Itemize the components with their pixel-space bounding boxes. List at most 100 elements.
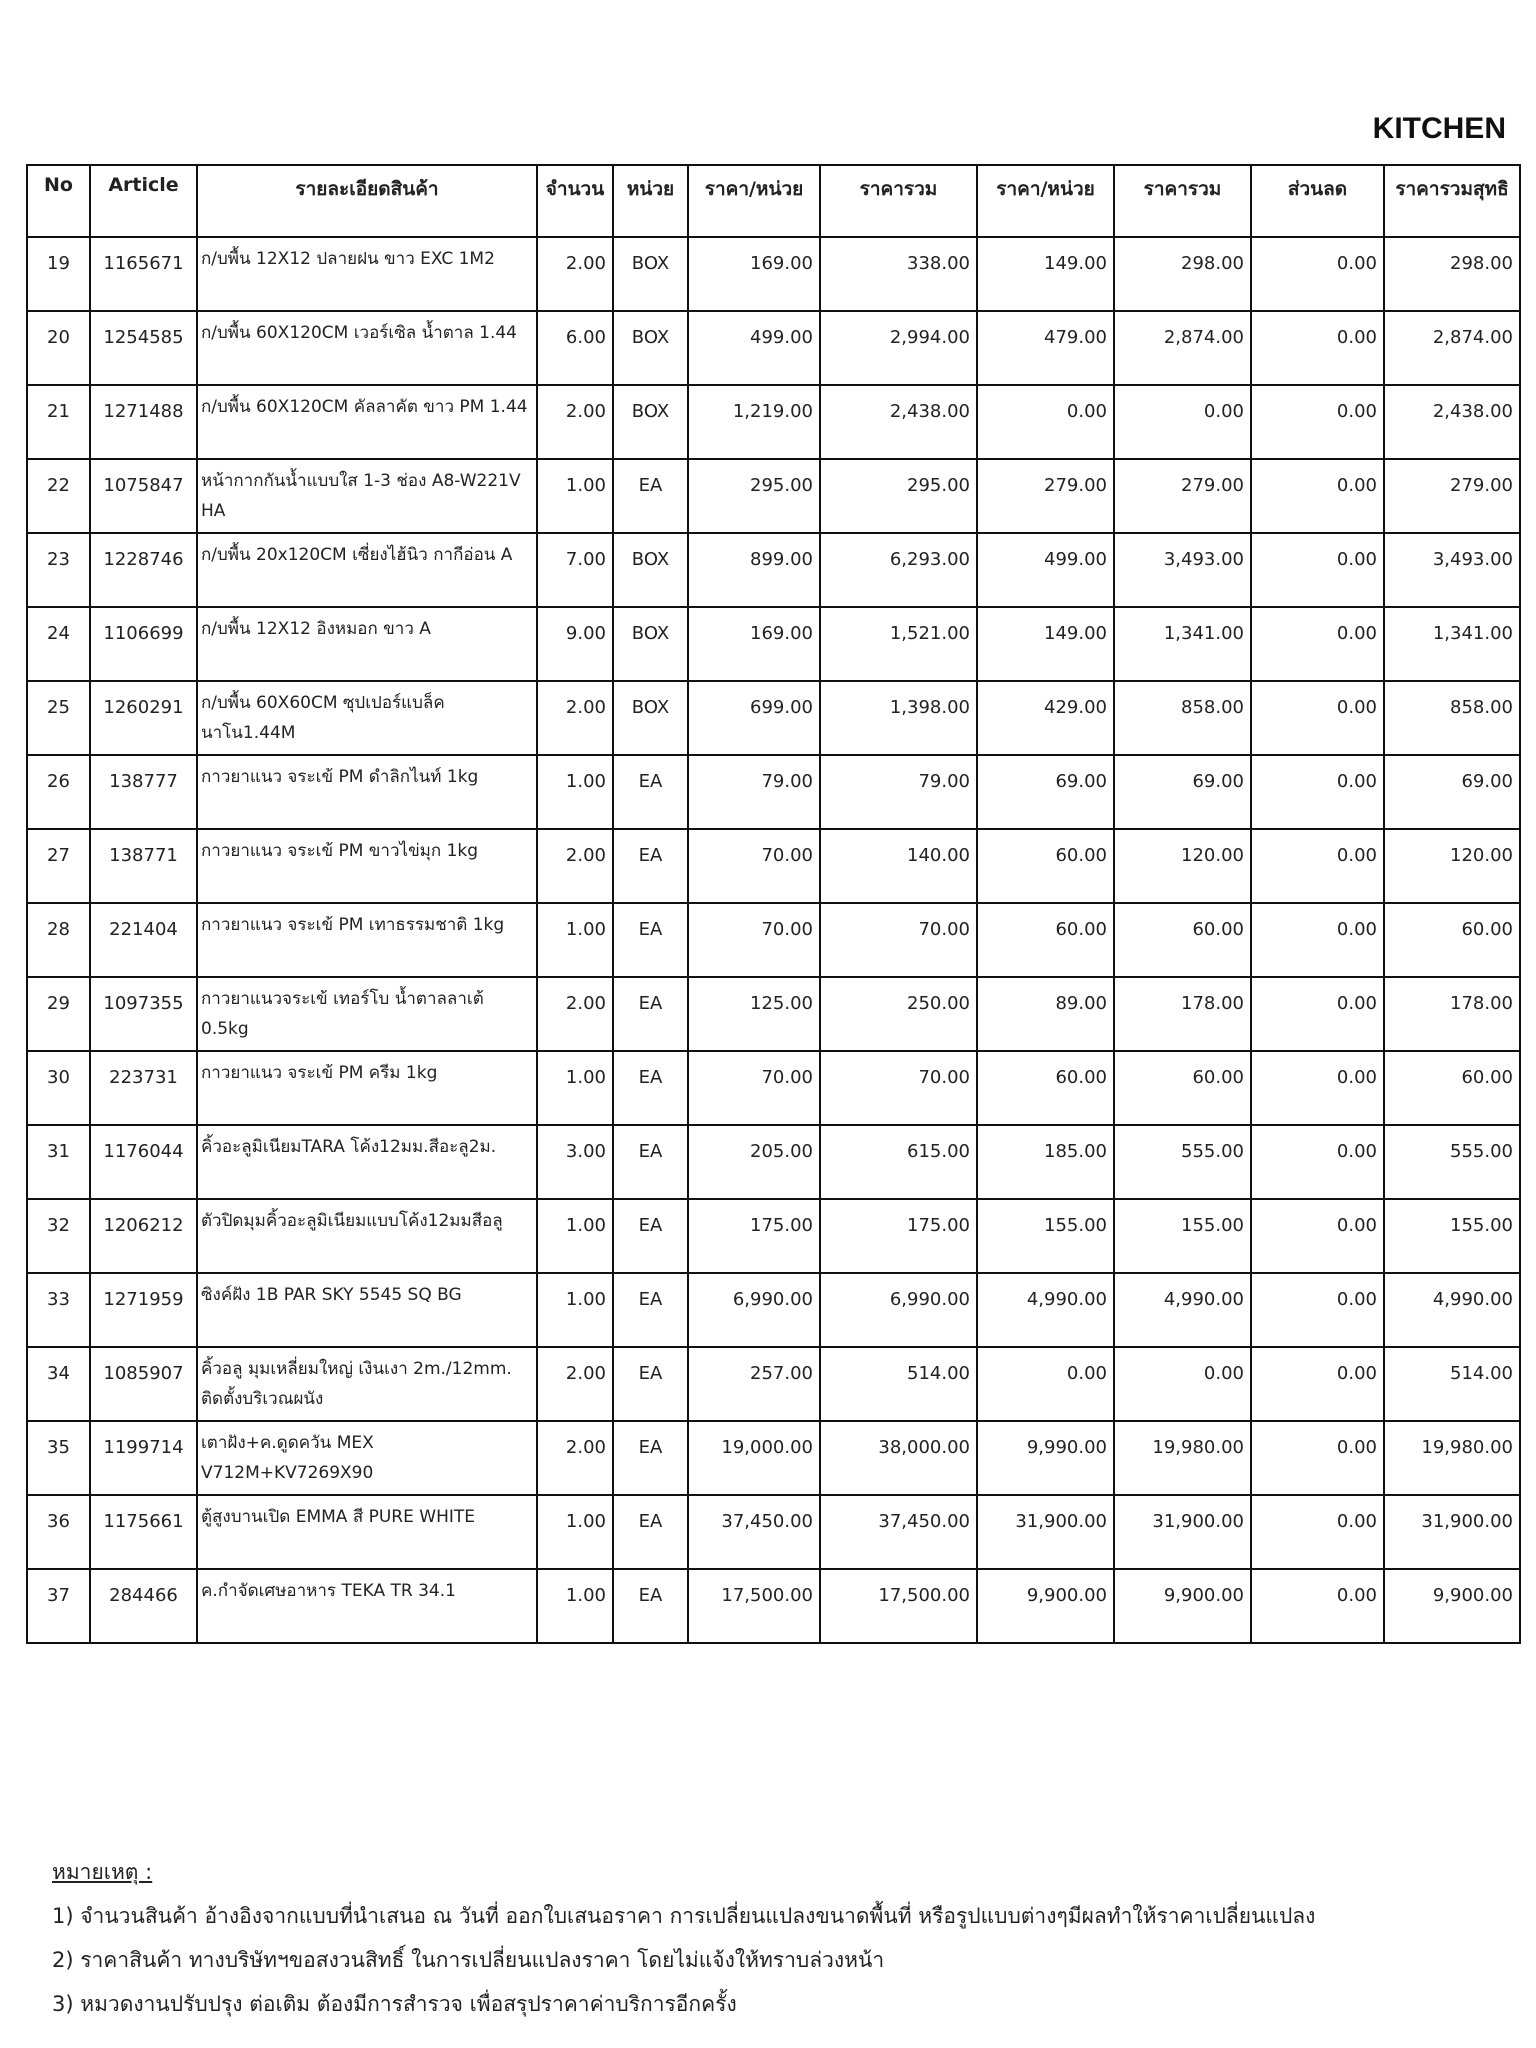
cell-article: 1097355 — [89, 976, 198, 1052]
cell-quantity: 2.00 — [536, 384, 614, 460]
cell-discount: 0.00 — [1250, 1124, 1385, 1200]
cell-discount: 0.00 — [1250, 1198, 1385, 1274]
table-header-row: No Article รายละเอียดสินค้า จำนวน หน่วย ราคา/… — [26, 164, 1521, 238]
cell-article: 1271959 — [89, 1272, 198, 1348]
cell-article: 1206212 — [89, 1198, 198, 1274]
cell-net-total: 2,874.00 — [1383, 310, 1521, 386]
cell-unit-price: 37,450.00 — [687, 1494, 821, 1570]
cell-unit-price: 70.00 — [687, 902, 821, 978]
cell-discounted-unit-price: 429.00 — [976, 680, 1115, 756]
cell-discount: 0.00 — [1250, 310, 1385, 386]
cell-quantity: 2.00 — [536, 976, 614, 1052]
cell-discounted-unit-price: 0.00 — [976, 1346, 1115, 1422]
cell-article: 1260291 — [89, 680, 198, 756]
cell-unit-price: 70.00 — [687, 828, 821, 904]
cell-unit: EA — [612, 1198, 689, 1274]
cell-discount: 0.00 — [1250, 754, 1385, 830]
cell-no: 26 — [26, 754, 91, 830]
cell-description: กาวยาแนว จระเข้ PM เทาธรรมชาติ 1kg — [196, 902, 538, 978]
cell-unit-price: 899.00 — [687, 532, 821, 608]
cell-unit-price: 1,219.00 — [687, 384, 821, 460]
cell-discounted-unit-price: 9,900.00 — [976, 1568, 1115, 1644]
cell-discount: 0.00 — [1250, 976, 1385, 1052]
cell-article: 1175661 — [89, 1494, 198, 1570]
cell-unit-price: 257.00 — [687, 1346, 821, 1422]
cell-unit: BOX — [612, 384, 689, 460]
cell-net-total: 279.00 — [1383, 458, 1521, 534]
cell-article: 221404 — [89, 902, 198, 978]
cell-discounted-unit-price: 89.00 — [976, 976, 1115, 1052]
cell-description: ก/บพื้น 60X60CM ซุปเปอร์แบล็ค นาโน1.44M — [196, 680, 538, 756]
cell-description: กาวยาแนว จระเข้ PM ดำลิกไนท์ 1kg — [196, 754, 538, 830]
cell-discount: 0.00 — [1250, 1272, 1385, 1348]
cell-unit: EA — [612, 828, 689, 904]
cell-description: คิ้วอะลูมิเนียมTARA โค้ง12มม.สีอะลู2ม. — [196, 1124, 538, 1200]
cell-discounted-total: 0.00 — [1113, 1346, 1252, 1422]
cell-total: 17,500.00 — [819, 1568, 978, 1644]
cell-unit-price: 17,500.00 — [687, 1568, 821, 1644]
cell-discount: 0.00 — [1250, 680, 1385, 756]
cell-no: 27 — [26, 828, 91, 904]
cell-total: 338.00 — [819, 236, 978, 312]
cell-net-total: 2,438.00 — [1383, 384, 1521, 460]
header-discounted-total: ราคารวม — [1113, 164, 1252, 238]
cell-net-total: 69.00 — [1383, 754, 1521, 830]
cell-discounted-total: 298.00 — [1113, 236, 1252, 312]
cell-discount: 0.00 — [1250, 1568, 1385, 1644]
cell-discounted-unit-price: 149.00 — [976, 236, 1115, 312]
cell-discount: 0.00 — [1250, 606, 1385, 682]
cell-article: 138777 — [89, 754, 198, 830]
header-total: ราคารวม — [819, 164, 978, 238]
table-row: 35 1199714 เตาฝัง+ค.ดูดควัน MEX V712M+KV72… — [26, 1420, 1521, 1496]
cell-unit: EA — [612, 902, 689, 978]
cell-no: 20 — [26, 310, 91, 386]
cell-discounted-unit-price: 60.00 — [976, 902, 1115, 978]
cell-no: 19 — [26, 236, 91, 312]
cell-article: 1254585 — [89, 310, 198, 386]
cell-description: ก/บพื้น 12X12 อิงหมอก ขาว A — [196, 606, 538, 682]
cell-unit: EA — [612, 1568, 689, 1644]
cell-net-total: 4,990.00 — [1383, 1272, 1521, 1348]
note-line: 3) หมวดงานปรับปรุง ต่อเติม ต้องมีการสำรว… — [52, 1992, 737, 2016]
cell-total: 70.00 — [819, 902, 978, 978]
cell-discounted-total: 555.00 — [1113, 1124, 1252, 1200]
cell-unit-price: 169.00 — [687, 606, 821, 682]
cell-total: 2,438.00 — [819, 384, 978, 460]
cell-article: 284466 — [89, 1568, 198, 1644]
cell-no: 30 — [26, 1050, 91, 1126]
cell-total: 70.00 — [819, 1050, 978, 1126]
cell-total: 615.00 — [819, 1124, 978, 1200]
cell-no: 28 — [26, 902, 91, 978]
cell-description: ก/บพื้น 20x120CM เซี่ยงไฮ้นิว กากีอ่อน A — [196, 532, 538, 608]
cell-description: ค.กำจัดเศษอาหาร TEKA TR 34.1 — [196, 1568, 538, 1644]
cell-no: 21 — [26, 384, 91, 460]
cell-no: 35 — [26, 1420, 91, 1496]
cell-description: คิ้วอลู มุมเหลี่ยมใหญ่ เงินเงา 2m./12mm.… — [196, 1346, 538, 1422]
header-net-total: ราคารวมสุทธิ — [1383, 164, 1521, 238]
cell-unit: EA — [612, 1346, 689, 1422]
cell-total: 295.00 — [819, 458, 978, 534]
cell-discount: 0.00 — [1250, 1494, 1385, 1570]
cell-unit: EA — [612, 1494, 689, 1570]
cell-description: ตู้สูงบานเปิด EMMA สี PURE WHITE — [196, 1494, 538, 1570]
cell-quantity: 1.00 — [536, 458, 614, 534]
cell-net-total: 3,493.00 — [1383, 532, 1521, 608]
cell-quantity: 6.00 — [536, 310, 614, 386]
cell-discounted-unit-price: 185.00 — [976, 1124, 1115, 1200]
cell-description: ก/บพื้น 60X120CM เวอร์เซิล น้ำตาล 1.44 — [196, 310, 538, 386]
cell-net-total: 60.00 — [1383, 902, 1521, 978]
cell-article: 223731 — [89, 1050, 198, 1126]
cell-article: 1106699 — [89, 606, 198, 682]
cell-description: ก/บพื้น 12X12 ปลายฝน ขาว EXC 1M2 — [196, 236, 538, 312]
cell-total: 6,990.00 — [819, 1272, 978, 1348]
cell-net-total: 120.00 — [1383, 828, 1521, 904]
cell-no: 33 — [26, 1272, 91, 1348]
cell-total: 250.00 — [819, 976, 978, 1052]
cell-unit: BOX — [612, 310, 689, 386]
table-row: 21 1271488 ก/บพื้น 60X120CM คัลลาคัต ขาว P… — [26, 384, 1521, 460]
header-discount: ส่วนลด — [1250, 164, 1385, 238]
table-row: 28 221404 กาวยาแนว จระเข้ PM เทาธรรมชาติ 1… — [26, 902, 1521, 978]
cell-unit-price: 169.00 — [687, 236, 821, 312]
header-quantity: จำนวน — [536, 164, 614, 238]
header-unit-price: ราคา/หน่วย — [687, 164, 821, 238]
